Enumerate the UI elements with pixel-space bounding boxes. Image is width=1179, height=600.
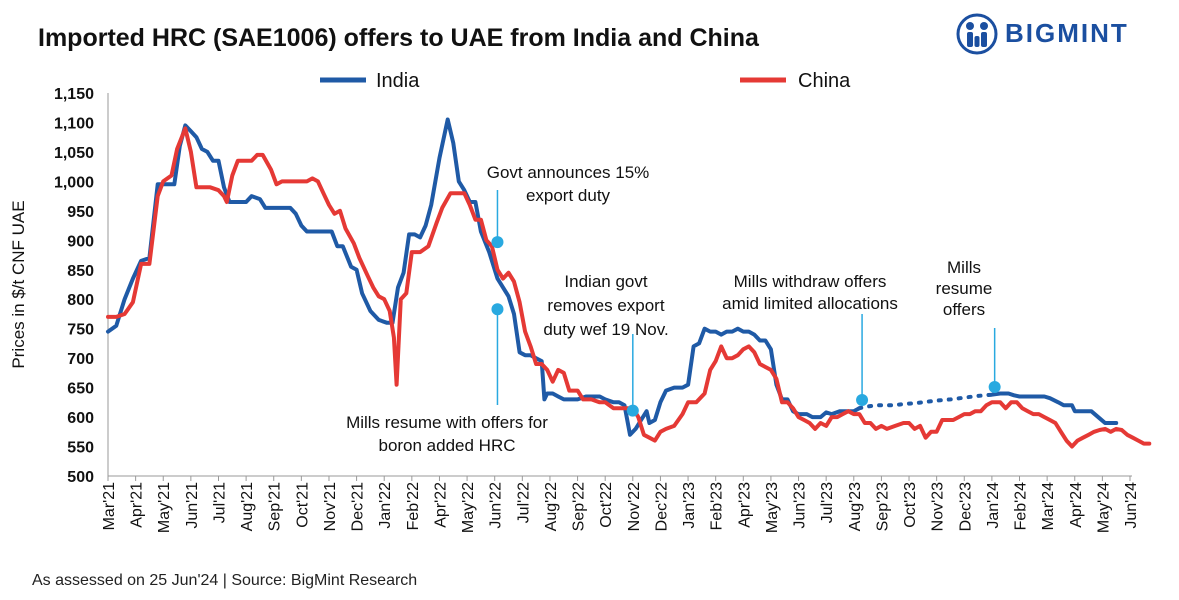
y-tick-label: 550	[67, 440, 94, 457]
logo-mark-icon	[956, 13, 998, 55]
x-axis: Mar'21 Apr'21 May'21 Jun'21 Jul'21 Aug'21 Sep'…	[101, 475, 1140, 533]
source-footer: As assessed on 25 Jun'24 | Source: BigMi…	[32, 572, 418, 589]
annotation-marker	[988, 381, 1001, 394]
y-tick-label: 650	[67, 381, 94, 398]
y-tick-label: 700	[67, 351, 94, 368]
y-tick-label: 500	[67, 469, 94, 486]
series-line-india-dotted	[857, 392, 994, 411]
x-tick-label: Aug'23	[847, 482, 864, 531]
y-tick-label: 950	[67, 204, 94, 221]
x-tick-label: Oct'22	[598, 482, 615, 528]
x-tick-label: Jan'24	[985, 482, 1002, 529]
x-tick-label: Apr'23	[736, 482, 753, 528]
x-tick-label: Dec'21	[350, 482, 367, 531]
x-tick-label: Dec'23	[957, 482, 974, 531]
legend-label-india: India	[376, 70, 420, 92]
annotation-text: duty wef 19 Nov.	[543, 320, 668, 339]
x-tick-label: May'22	[460, 482, 477, 533]
x-tick-label: Nov'22	[626, 482, 643, 531]
x-tick-label: May'23	[764, 482, 781, 533]
x-tick-label: Mar'24	[1040, 482, 1057, 531]
x-tick-label: Jan'22	[377, 482, 394, 529]
x-tick-label: Aug'21	[239, 482, 256, 531]
bigmint-logo: BIGMINT	[955, 12, 1170, 56]
x-tick-label: Apr'21	[129, 482, 146, 528]
y-tick-label: 1,150	[54, 86, 94, 103]
chart-title: Imported HRC (SAE1006) offers to UAE fro…	[38, 24, 759, 52]
y-tick-label: 600	[67, 410, 94, 427]
annotation-text: Mills	[947, 258, 981, 277]
x-tick-label: Apr'24	[1068, 482, 1085, 528]
annotation-text: Mills withdraw offers	[734, 272, 887, 291]
legend-label-china: China	[798, 70, 851, 92]
annotation-text: amid limited allocations	[722, 294, 898, 313]
x-tick-label: Sep'21	[267, 482, 284, 531]
x-tick-label: Feb'22	[405, 482, 422, 531]
annotation-text: Mills resume with offers for	[346, 413, 548, 432]
legend: India China	[320, 70, 851, 92]
x-tick-label: Jun'21	[184, 482, 201, 529]
y-axis: 500 550 600 650 700 750 800 850 900 950 1,000 1,050…	[9, 86, 109, 486]
y-tick-label: 850	[67, 263, 94, 280]
annotation-marker	[856, 393, 869, 406]
x-tick-label: Feb'24	[1013, 482, 1030, 531]
series-line-india-2	[989, 391, 1119, 425]
annotation-marker	[626, 404, 639, 417]
x-tick-label: Aug'22	[543, 482, 560, 531]
y-tick-label: 1,000	[54, 174, 94, 191]
x-tick-label: Sep'22	[571, 482, 588, 531]
annotations: Govt announces 15% export duty Mills resum…	[346, 163, 1001, 455]
x-tick-label: Jul'21	[211, 482, 228, 523]
logo-text: BIGMINT	[1005, 18, 1129, 48]
annotation-text: boron added HRC	[378, 436, 515, 455]
y-axis-title: Prices in $/t CNF UAE	[9, 200, 28, 368]
annotation-marker	[491, 303, 504, 316]
y-tick-label: 1,100	[54, 115, 94, 132]
x-tick-label: Jun'22	[488, 482, 505, 529]
x-tick-label: Jan'23	[681, 482, 698, 529]
x-tick-label: Jul'23	[819, 482, 836, 523]
annotation-text: removes export	[547, 296, 664, 315]
x-tick-label: Jun'24	[1123, 482, 1140, 529]
x-tick-label: Nov'23	[930, 482, 947, 531]
y-tick-label: 1,050	[54, 145, 94, 162]
y-tick-label: 750	[67, 322, 94, 339]
x-tick-label: Sep'23	[874, 482, 891, 531]
x-tick-label: Oct'23	[902, 482, 919, 528]
annotation-text: Indian govt	[564, 272, 647, 291]
x-tick-label: Oct'21	[294, 482, 311, 528]
x-tick-label: Feb'23	[709, 482, 726, 531]
series-layer	[106, 117, 1152, 449]
x-tick-label: Jul'22	[515, 482, 532, 523]
series-line-india	[106, 117, 862, 437]
x-tick-label: Mar'21	[101, 482, 118, 531]
x-tick-label: Jun'23	[792, 482, 809, 529]
y-tick-label: 800	[67, 292, 94, 309]
y-tick-label: 900	[67, 233, 94, 250]
x-tick-label: May'24	[1095, 482, 1112, 533]
annotation-text: offers	[943, 300, 985, 319]
annotation-text: Govt announces 15%	[487, 163, 650, 182]
x-tick-label: Dec'22	[653, 482, 670, 531]
annotation-text: resume	[936, 279, 993, 298]
annotation-text: export duty	[526, 186, 611, 205]
x-tick-label: Nov'21	[322, 482, 339, 531]
x-tick-label: May'21	[156, 482, 173, 533]
annotation-marker	[491, 236, 504, 249]
x-tick-label: Apr'22	[432, 482, 449, 528]
series-line-china	[106, 126, 1152, 449]
